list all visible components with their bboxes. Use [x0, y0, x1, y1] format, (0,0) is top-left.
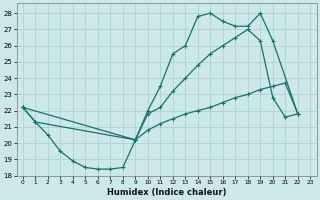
X-axis label: Humidex (Indice chaleur): Humidex (Indice chaleur) [107, 188, 226, 197]
